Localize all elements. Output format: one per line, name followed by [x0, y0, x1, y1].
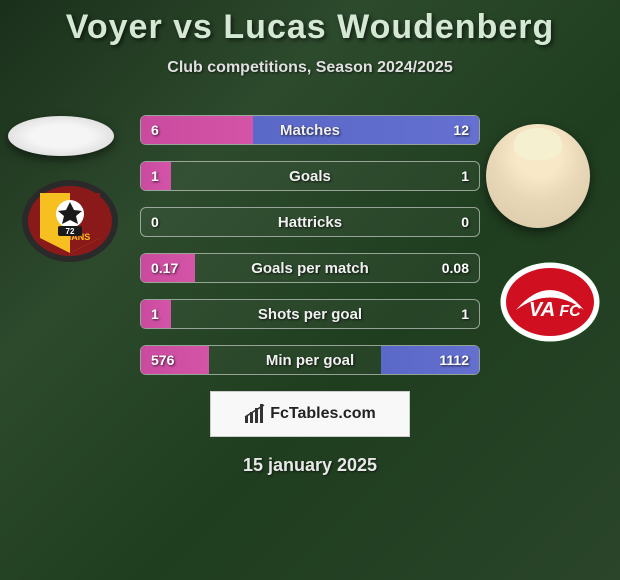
stat-row: 576 Min per goal 1112 — [140, 345, 480, 375]
date-label: 15 january 2025 — [0, 455, 620, 476]
stat-value-right: 0 — [461, 214, 469, 230]
watermark: FcTables.com — [210, 391, 410, 437]
stat-row: 0 Hattricks 0 — [140, 207, 480, 237]
subtitle: Club competitions, Season 2024/2025 — [0, 59, 620, 77]
stat-row: 1 Shots per goal 1 — [140, 299, 480, 329]
stat-label: Min per goal — [141, 352, 479, 369]
stat-label: Hattricks — [141, 214, 479, 231]
stat-label: Shots per goal — [141, 306, 479, 323]
watermark-text: FcTables.com — [270, 405, 376, 423]
stat-value-right: 1112 — [439, 352, 469, 368]
chart-icon — [244, 404, 266, 424]
stat-label: Matches — [141, 122, 479, 139]
stat-value-right: 0.08 — [442, 260, 469, 276]
stat-value-right: 1 — [461, 306, 469, 322]
stat-label: Goals — [141, 168, 479, 185]
stat-value-right: 1 — [461, 168, 469, 184]
stats-table: 6 Matches 12 1 Goals 1 0 Hattricks 0 0.1… — [140, 115, 480, 375]
stat-row: 1 Goals 1 — [140, 161, 480, 191]
stat-label: Goals per match — [141, 260, 479, 277]
stat-value-right: 12 — [453, 122, 469, 138]
stat-row: 0.17 Goals per match 0.08 — [140, 253, 480, 283]
page-title: Voyer vs Lucas Woudenberg — [0, 8, 620, 47]
stat-row: 6 Matches 12 — [140, 115, 480, 145]
